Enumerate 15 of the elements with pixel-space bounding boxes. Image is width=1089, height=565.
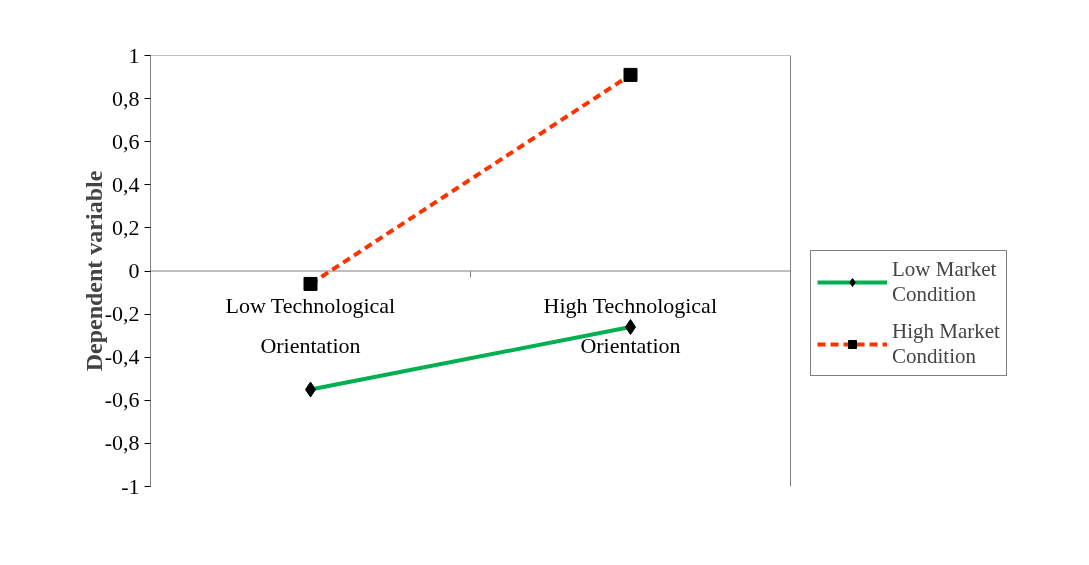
y-tick-label: 1 xyxy=(128,42,140,68)
y-tick-label: -0,2 xyxy=(104,301,140,327)
y-tick-label: 0,4 xyxy=(112,171,140,197)
x-tick-label: Low Technological Orientation xyxy=(225,292,396,358)
y-tick-label: -1 xyxy=(121,473,140,499)
y-tick-label: -0,8 xyxy=(104,430,140,456)
legend-label: High Market Condition xyxy=(892,319,1000,369)
y-axis-title: Dependent variable xyxy=(80,170,107,372)
legend-label: Low Market Condition xyxy=(892,257,997,307)
y-tick-label: 0,6 xyxy=(112,128,140,154)
y-tick-label: 0,2 xyxy=(112,214,140,240)
y-tick-label: -0,4 xyxy=(104,344,140,370)
y-tick-label: 0,8 xyxy=(112,85,140,111)
y-tick-label: -0,6 xyxy=(104,387,140,413)
y-tick-label: 0 xyxy=(128,258,140,283)
